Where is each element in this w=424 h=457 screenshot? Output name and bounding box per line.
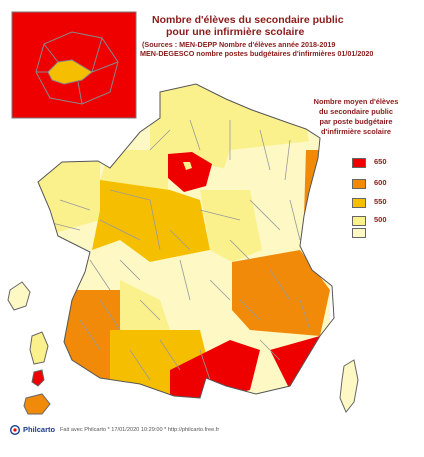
- legend-label: 600: [374, 178, 387, 187]
- legend-label: 650: [374, 157, 387, 166]
- region-east: [220, 140, 320, 260]
- region-paris-core: [183, 162, 192, 170]
- inset-paris-map: [11, 11, 137, 119]
- map-title-block: Nombre d'élèves du secondaire public pou…: [140, 14, 420, 58]
- footer-brand: Philcarto: [23, 425, 56, 434]
- mainland-france: [37, 83, 335, 399]
- legend-title-line: Nombre moyen d'élèves: [313, 97, 399, 106]
- inset-divider-1: [36, 37, 119, 105]
- map-title-line-1: Nombre d'élèves du secondaire public: [152, 14, 344, 26]
- legend-label: 500: [374, 215, 387, 224]
- island-guyane: [31, 369, 45, 387]
- department-borders: [39, 119, 311, 381]
- island-guadeloupe: [7, 281, 31, 311]
- region-centre: [150, 250, 240, 320]
- legend-swatch: [352, 158, 366, 168]
- region-burgundy: [200, 190, 262, 262]
- mainland-outline: [37, 83, 335, 399]
- legend-title: Nombre moyen d'élèves du secondaire publ…: [298, 97, 414, 137]
- source-line-1: (Sources : MEN-DEPP Nombre d'élèves anné…: [142, 40, 336, 49]
- region-rhone-alpes: [232, 250, 330, 336]
- philcarto-logo-icon: [10, 425, 20, 435]
- legend-title-line: d'infirmière scolaire: [321, 127, 391, 136]
- legend-title-line: du secondaire public: [319, 107, 393, 116]
- legend-swatch: [352, 198, 366, 208]
- map-title-line-2: pour une infirmière scolaire: [166, 26, 305, 38]
- region-pays-de-loire: [92, 180, 210, 262]
- island-reunion: [23, 393, 51, 415]
- region-ile-de-france: [168, 152, 212, 192]
- legend-swatch: [352, 228, 366, 238]
- legend-swatch: [352, 179, 366, 189]
- island-martinique: [29, 331, 49, 365]
- overseas-territories: [7, 281, 359, 415]
- region-languedoc: [170, 340, 260, 398]
- island-corsica: [339, 359, 359, 413]
- legend-title-line: par poste budgétaire: [319, 117, 393, 126]
- region-alsace: [304, 150, 322, 216]
- source-line-2: MEN-DEGESCO nombre postes budgétaires d'…: [140, 49, 374, 58]
- legend-label: 550: [374, 197, 387, 206]
- legend-swatch: [352, 216, 366, 226]
- footer-credit: Fait avec Philcarto * 17/01/2020 10:29:0…: [60, 427, 220, 433]
